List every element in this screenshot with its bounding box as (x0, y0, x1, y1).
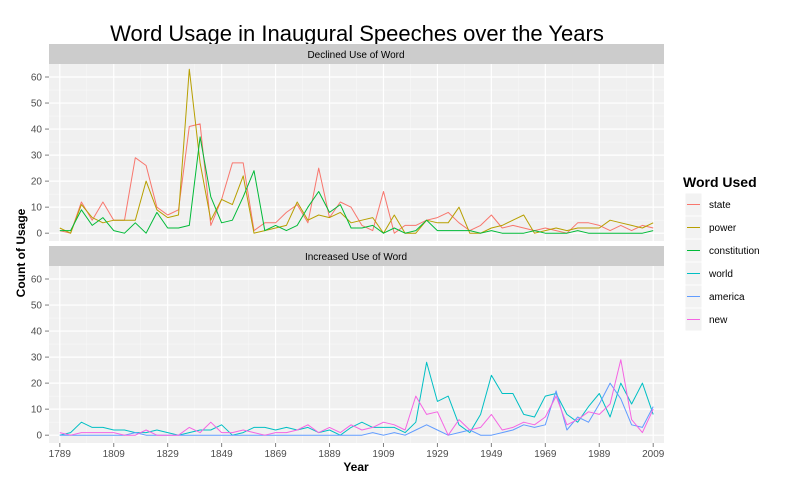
series-line-power (59, 68, 654, 234)
y-axis-label: Count of Usage (14, 208, 28, 297)
series-line-new (59, 359, 654, 436)
y-tick-label: 10 (31, 203, 43, 214)
y-tick-label: 40 (31, 125, 43, 136)
series-declined (59, 68, 654, 234)
legend: Word Used state power constitution world ame… (683, 174, 760, 332)
series-line-state (59, 123, 654, 234)
y-tick-label: 50 (31, 99, 43, 110)
y-axis-ticks: 0 10 20 30 40 50 60 0 10 20 30 40 50 60 (31, 73, 49, 442)
x-axis-ticks: 1789 1809 1829 1849 1869 1889 1909 1929 1949 1969… (49, 443, 665, 460)
x-tick-label: 1809 (103, 449, 126, 460)
x-tick-label: 2009 (642, 449, 665, 460)
x-tick-label: 1869 (264, 449, 287, 460)
y-tick-label: 20 (31, 177, 43, 188)
y-tick-label: 0 (36, 229, 42, 240)
strip-declined-label: Declined Use of Word (307, 50, 404, 61)
y-tick-label: 30 (31, 353, 43, 364)
series-line-world (59, 361, 654, 436)
strip-declined-bg (49, 44, 664, 64)
legend-label-state: state (709, 200, 731, 211)
strip-increased-bg (49, 246, 664, 266)
y-tick-label: 60 (31, 275, 43, 286)
grid-declined (49, 64, 664, 241)
panel-declined: Declined Use of Word (49, 44, 664, 241)
y-tick-label: 50 (31, 301, 43, 312)
legend-items: state power constitution world america new (684, 192, 760, 332)
y-tick-label: 30 (31, 151, 43, 162)
y-tick-label: 0 (36, 431, 42, 442)
legend-label-power: power (709, 223, 737, 234)
panel-increased: Increased Use of Word (49, 246, 664, 443)
legend-label-constitution: constitution (709, 246, 760, 257)
legend-label-world: world (708, 269, 733, 280)
x-tick-label: 1789 (49, 449, 72, 460)
y-tick-label: 60 (31, 73, 43, 84)
x-tick-label: 1929 (426, 449, 449, 460)
x-tick-label: 1889 (318, 449, 341, 460)
series-line-constitution (59, 136, 654, 234)
legend-title: Word Used (683, 174, 757, 190)
strip-increased-label: Increased Use of Word (305, 252, 407, 263)
x-tick-label: 1849 (211, 449, 234, 460)
y-tick-label: 40 (31, 327, 43, 338)
series-increased (59, 359, 654, 436)
x-tick-label: 1989 (588, 449, 611, 460)
x-tick-label: 1949 (480, 449, 503, 460)
x-tick-label: 1829 (157, 449, 180, 460)
y-tick-label: 20 (31, 379, 43, 390)
x-tick-label: 1969 (534, 449, 557, 460)
legend-label-new: new (709, 315, 728, 326)
chart-title: Word Usage in Inaugural Speeches over th… (110, 21, 604, 46)
x-tick-label: 1909 (372, 449, 395, 460)
legend-label-america: america (709, 292, 745, 303)
y-tick-label: 10 (31, 405, 43, 416)
x-axis-label: Year (343, 460, 369, 474)
